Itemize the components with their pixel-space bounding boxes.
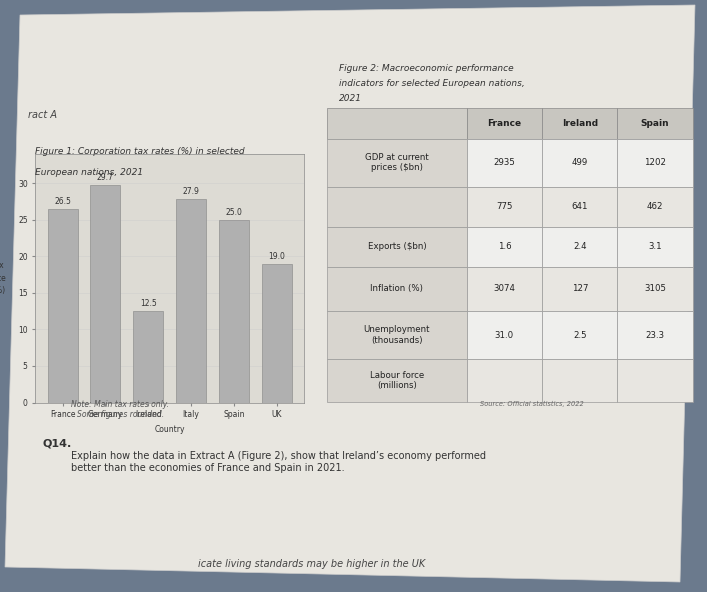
Bar: [467, 186, 542, 227]
Bar: [617, 139, 693, 186]
Bar: [327, 139, 467, 186]
Bar: [617, 311, 693, 359]
Text: Inflation (%): Inflation (%): [370, 284, 423, 294]
Text: 127: 127: [571, 284, 588, 294]
Text: 1.6: 1.6: [498, 242, 511, 251]
Bar: [47, 209, 78, 403]
Text: 641: 641: [571, 202, 588, 211]
Text: 2.5: 2.5: [573, 330, 587, 340]
Text: 29.7: 29.7: [97, 173, 114, 182]
Text: ract A: ract A: [28, 110, 57, 120]
Text: indicators for selected European nations,: indicators for selected European nations…: [339, 79, 525, 88]
Bar: [467, 227, 542, 266]
Bar: [262, 263, 292, 403]
Bar: [617, 108, 693, 139]
Text: 3074: 3074: [493, 284, 515, 294]
Text: Ireland: Ireland: [562, 119, 598, 128]
Bar: [327, 359, 467, 402]
Text: 19.0: 19.0: [269, 252, 285, 260]
Bar: [327, 186, 467, 227]
Bar: [327, 266, 467, 311]
Bar: [617, 227, 693, 266]
Polygon shape: [5, 5, 695, 582]
Text: Note: Main tax rates only.
Some figures rounded.: Note: Main tax rates only. Some figures …: [71, 400, 169, 419]
Bar: [542, 186, 617, 227]
Text: Q14.: Q14.: [42, 439, 71, 449]
Text: Source: Official statistics, 2022: Source: Official statistics, 2022: [479, 401, 583, 407]
Text: Figure 1: Corporation tax rates (%) in selected: Figure 1: Corporation tax rates (%) in s…: [35, 147, 245, 156]
Text: 31.0: 31.0: [495, 330, 514, 340]
Bar: [542, 227, 617, 266]
Text: 23.3: 23.3: [645, 330, 665, 340]
Bar: [467, 108, 542, 139]
Text: European nations, 2021: European nations, 2021: [35, 168, 144, 176]
Bar: [467, 359, 542, 402]
Text: France: France: [487, 119, 522, 128]
Bar: [90, 185, 120, 403]
Text: Unemployment
(thousands): Unemployment (thousands): [363, 326, 430, 345]
Bar: [617, 359, 693, 402]
Text: 12.5: 12.5: [140, 299, 157, 308]
Text: 26.5: 26.5: [54, 197, 71, 206]
Bar: [467, 139, 542, 186]
Text: Exports ($bn): Exports ($bn): [368, 242, 426, 251]
Bar: [467, 311, 542, 359]
Bar: [542, 139, 617, 186]
Bar: [327, 227, 467, 266]
Bar: [327, 311, 467, 359]
Text: GDP at current
prices ($bn): GDP at current prices ($bn): [365, 153, 428, 172]
Text: 2.4: 2.4: [573, 242, 587, 251]
Text: 25.0: 25.0: [226, 208, 243, 217]
Text: 3105: 3105: [644, 284, 666, 294]
Text: 1202: 1202: [644, 158, 666, 168]
Text: 3.1: 3.1: [648, 242, 662, 251]
Bar: [133, 311, 163, 403]
Text: 2021: 2021: [339, 94, 363, 102]
X-axis label: Country: Country: [154, 424, 185, 434]
Bar: [219, 220, 249, 403]
Text: Labour force
(millions): Labour force (millions): [370, 371, 424, 390]
Bar: [617, 186, 693, 227]
Text: 462: 462: [647, 202, 663, 211]
Bar: [542, 108, 617, 139]
Bar: [176, 198, 206, 403]
Bar: [542, 266, 617, 311]
Text: Figure 2: Macroeconomic performance: Figure 2: Macroeconomic performance: [339, 64, 514, 73]
Text: 499: 499: [572, 158, 588, 168]
Text: 27.9: 27.9: [182, 186, 199, 195]
Text: Spain: Spain: [641, 119, 670, 128]
Text: 775: 775: [496, 202, 513, 211]
Bar: [467, 266, 542, 311]
Bar: [542, 311, 617, 359]
Bar: [327, 108, 467, 139]
Y-axis label: Tax
rate
(%): Tax rate (%): [0, 261, 6, 295]
Text: 2935: 2935: [493, 158, 515, 168]
Bar: [542, 359, 617, 402]
Text: Explain how the data in Extract A (Figure 2), show that Ireland’s economy perfor: Explain how the data in Extract A (Figur…: [71, 451, 486, 472]
Bar: [617, 266, 693, 311]
Text: icate living standards may be higher in the UK: icate living standards may be higher in …: [198, 559, 425, 569]
